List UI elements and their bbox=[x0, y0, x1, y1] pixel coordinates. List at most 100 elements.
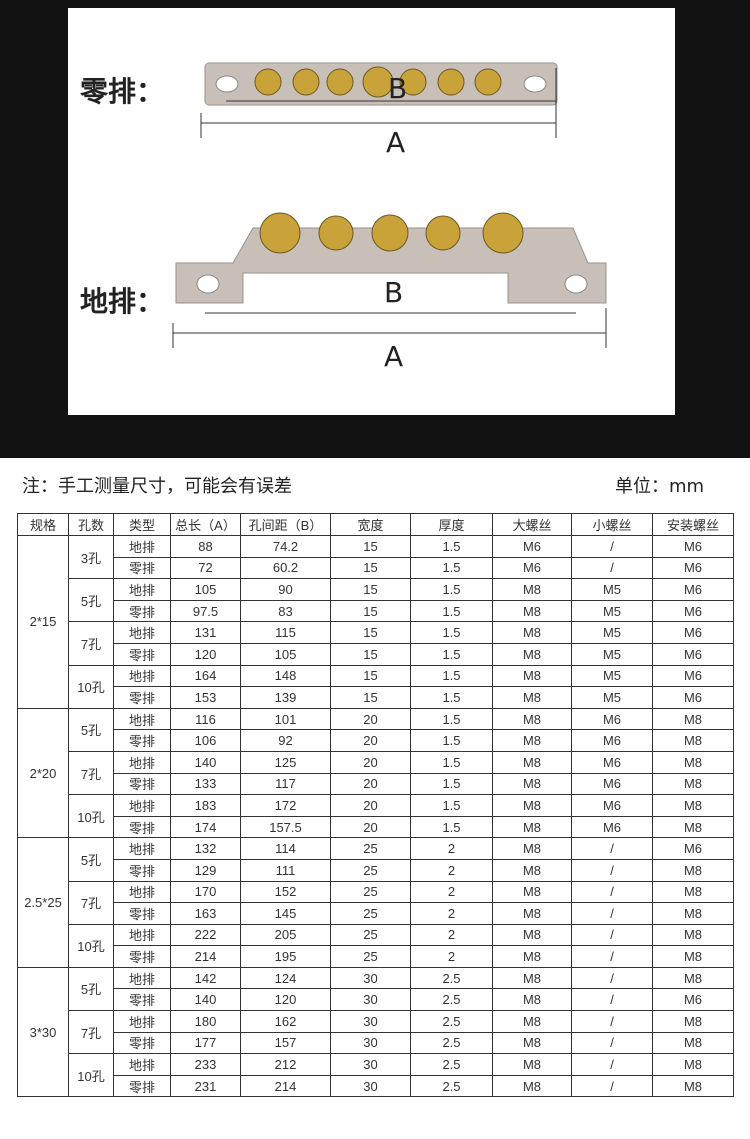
table-cell: 地排 bbox=[113, 794, 171, 817]
table-cell: M6 bbox=[652, 664, 734, 688]
table-row: 7孔 地排 140 125 20 1.5 M8 M6 M8 bbox=[18, 750, 734, 796]
table-cell: / bbox=[571, 535, 653, 558]
table-cell: 零排 bbox=[113, 772, 171, 796]
table-cell: 152 bbox=[240, 880, 331, 904]
table-cell: M6 bbox=[571, 794, 653, 817]
table-cell: M6 bbox=[492, 556, 572, 580]
table-row: 2*15 3孔 地排 88 74.2 15 1.5 M6/M6 bbox=[17, 534, 734, 709]
table-cell: 231 bbox=[170, 1074, 241, 1098]
table-row: 5孔 地排 105 90 15 1.5 M8 M5 M6 bbox=[18, 578, 734, 623]
dim-b-ground: B bbox=[384, 276, 404, 309]
table-cell: M8 bbox=[492, 1010, 572, 1033]
table-cell: 2 bbox=[410, 880, 493, 904]
table-cell: 97.5 bbox=[170, 599, 241, 623]
column-header: 孔间距（B） bbox=[240, 513, 331, 536]
table-cell: 零排 bbox=[113, 686, 171, 709]
table-cell: M8 bbox=[652, 815, 734, 839]
table-cell: 172 bbox=[240, 794, 331, 817]
spec-cell: 2*15 bbox=[17, 535, 69, 709]
table-cell: 15 bbox=[330, 578, 411, 601]
table-cell: M8 bbox=[492, 686, 572, 709]
table-row: 3*30 5孔 地排 142 124 30 2.5 M8/M8 bbox=[17, 966, 734, 1098]
table-cell: 25 bbox=[330, 880, 411, 904]
hole-count-cell: 5孔 bbox=[68, 707, 114, 752]
table-cell: 114 bbox=[240, 837, 331, 860]
table-cell: M8 bbox=[492, 578, 572, 601]
table-cell: M8 bbox=[492, 1053, 572, 1076]
table-cell: M8 bbox=[492, 923, 572, 947]
table-cell: 177 bbox=[170, 1031, 241, 1055]
table-cell: M8 bbox=[492, 815, 572, 839]
table-cell: 111 bbox=[240, 858, 331, 882]
column-header: 类型 bbox=[113, 513, 171, 536]
table-cell: 30 bbox=[330, 1074, 411, 1098]
table-cell: 83 bbox=[240, 599, 331, 623]
hole-count-cell: 10孔 bbox=[68, 664, 114, 709]
table-cell: 2.5 bbox=[410, 966, 493, 990]
table-row: 7孔 地排 131 115 15 1.5 M8 M5 M6 bbox=[18, 621, 734, 666]
table-cell: 20 bbox=[330, 772, 411, 796]
table-cell: M8 bbox=[492, 621, 572, 644]
hole-count-cell: 10孔 bbox=[68, 923, 114, 968]
table-cell: 212 bbox=[240, 1053, 331, 1076]
hole-count-cell: 3孔 bbox=[68, 534, 114, 580]
table-cell: 地排 bbox=[113, 1053, 171, 1076]
table-cell: 2.5 bbox=[410, 988, 493, 1012]
table-cell: M6 bbox=[652, 686, 734, 709]
column-header: 总长（A） bbox=[170, 513, 241, 536]
column-header: 规格 bbox=[17, 513, 69, 536]
table-cell: 214 bbox=[240, 1074, 331, 1098]
table-cell: M8 bbox=[652, 772, 734, 796]
hole-count-cell: 5孔 bbox=[68, 966, 114, 1012]
table-cell: 1.5 bbox=[410, 815, 493, 839]
table-cell: 2 bbox=[410, 923, 493, 947]
table-cell: M8 bbox=[652, 750, 734, 774]
table-cell: M5 bbox=[571, 599, 653, 623]
table-cell: 地排 bbox=[113, 966, 171, 990]
column-header: 小螺丝 bbox=[571, 513, 653, 536]
table-cell: 地排 bbox=[113, 1010, 171, 1033]
spec-cell: 3*30 bbox=[17, 966, 69, 1098]
table-cell: M8 bbox=[652, 858, 734, 882]
table-cell: 125 bbox=[240, 750, 331, 774]
table-cell: M8 bbox=[652, 1010, 734, 1033]
table-cell: 零排 bbox=[113, 642, 171, 666]
table-cell: M6 bbox=[652, 556, 734, 580]
table-cell: 30 bbox=[330, 966, 411, 990]
hole-count-cell: 5孔 bbox=[68, 578, 114, 623]
table-cell: 零排 bbox=[113, 1031, 171, 1055]
table-cell: 地排 bbox=[113, 535, 171, 558]
table-cell: M8 bbox=[492, 750, 572, 774]
table-cell: 133 bbox=[170, 772, 241, 796]
table-cell: M8 bbox=[492, 988, 572, 1012]
table-row: 零排 133 117 20 1.5 M8 M6 M8 bbox=[18, 772, 734, 796]
unit-label: 单位：mm bbox=[615, 476, 705, 497]
table-cell: 1.5 bbox=[410, 621, 493, 644]
table-cell: 195 bbox=[240, 945, 331, 968]
table-cell: / bbox=[571, 556, 653, 580]
table-cell: / bbox=[571, 880, 653, 904]
table-cell: 117 bbox=[240, 772, 331, 796]
hole-count-cell: 10孔 bbox=[68, 794, 114, 839]
dim-a-neutral: A bbox=[386, 126, 406, 159]
table-cell: 地排 bbox=[113, 578, 171, 601]
table-cell: 30 bbox=[330, 1031, 411, 1055]
table-row: 7孔 地排 170 152 25 2 M8/M8 bbox=[18, 880, 734, 925]
table-cell: / bbox=[571, 988, 653, 1012]
table-cell: 162 bbox=[240, 1010, 331, 1033]
table-cell: M8 bbox=[652, 1074, 734, 1098]
table-cell: 1.5 bbox=[410, 535, 493, 558]
column-header: 宽度 bbox=[330, 513, 411, 536]
table-cell: 零排 bbox=[113, 858, 171, 882]
table-cell: / bbox=[571, 1031, 653, 1055]
spec-cell: 2*20 bbox=[17, 707, 69, 839]
table-cell: 148 bbox=[240, 664, 331, 688]
hole-count-cell: 5孔 bbox=[68, 837, 114, 882]
table-cell: M5 bbox=[571, 621, 653, 644]
table-cell: M8 bbox=[492, 599, 572, 623]
table-cell: 2.5 bbox=[410, 1053, 493, 1076]
table-cell: M8 bbox=[652, 902, 734, 925]
table-cell: / bbox=[571, 966, 653, 990]
table-cell: / bbox=[571, 858, 653, 882]
table-cell: 129 bbox=[170, 858, 241, 882]
